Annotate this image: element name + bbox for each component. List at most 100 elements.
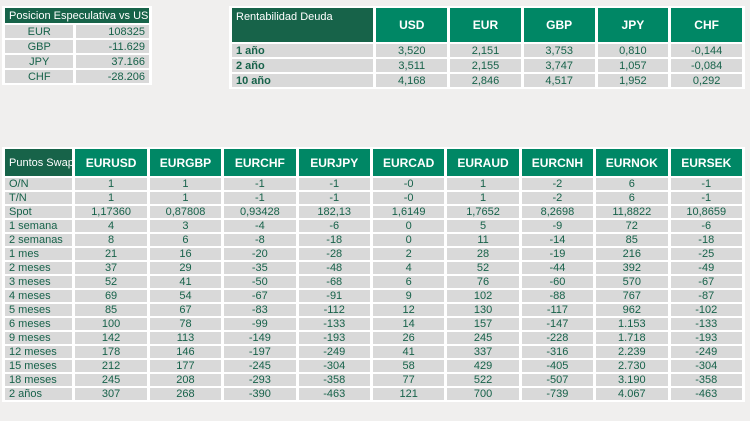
row-label: 2 semanas <box>5 234 73 246</box>
value-cell: 245 <box>75 374 147 386</box>
value-cell: 182,13 <box>298 206 370 218</box>
table-body: EUR 108325 GBP -11.629 JPY 37.166 CHF -28.206 <box>5 25 149 83</box>
table-row: 9 meses 142 113 -149 -193 26 245 -228 1.718 -193 <box>5 332 742 344</box>
value-cell: 208 <box>149 374 222 386</box>
table-row: CHF -28.206 <box>5 70 149 83</box>
table-row: 12 meses 178 146 -197 -249 41 337 -316 2.239 -249 <box>5 346 742 358</box>
row-label: O/N <box>5 178 73 190</box>
column-header-eurnok: EURNOK <box>596 149 668 176</box>
column-header-eurjpy: EURJPY <box>298 149 370 176</box>
value-cell: -44 <box>521 262 594 274</box>
table-row: Spot 1,17360 0,87808 0,93428 182,13 1,6149 1,7… <box>5 206 742 218</box>
value-cell: 0 <box>372 220 445 232</box>
value-cell: 113 <box>149 332 222 344</box>
value-cell: -245 <box>224 360 296 372</box>
value-cell: 268 <box>149 388 222 400</box>
value-cell: 28 <box>447 248 519 260</box>
row-label: 2 años <box>5 388 73 400</box>
header-row: Rentabilidad Deuda USD EUR GBP JPY CHF <box>232 8 742 42</box>
value-cell: -18 <box>298 234 370 246</box>
value-cell: 216 <box>596 248 668 260</box>
value-cell: 392 <box>596 262 668 274</box>
value-cell: -83 <box>224 304 296 316</box>
value-cell: 2,846 <box>450 74 521 87</box>
row-label: 1 año <box>232 44 374 57</box>
value-cell: 85 <box>596 234 668 246</box>
value-cell: 429 <box>447 360 519 372</box>
value-cell: -0,084 <box>671 59 742 72</box>
value-cell: -133 <box>298 318 370 330</box>
column-header-eur: EUR <box>450 8 521 42</box>
value-cell: -48 <box>298 262 370 274</box>
value-cell: 102 <box>447 290 519 302</box>
value-cell: 1 <box>447 178 519 190</box>
row-label: 5 meses <box>5 304 73 316</box>
value-cell: 157 <box>447 318 519 330</box>
table-row: 4 meses 69 54 -67 -91 9 102 -88 767 -87 <box>5 290 742 302</box>
value-cell: 37.166 <box>76 55 149 68</box>
value-cell: 121 <box>372 388 445 400</box>
value-cell: 10,8659 <box>670 206 742 218</box>
value-cell: 6 <box>149 234 222 246</box>
table-title: Rentabilidad Deuda <box>232 8 374 42</box>
value-cell: 1.718 <box>596 332 668 344</box>
value-cell: 1 <box>149 178 222 190</box>
value-cell: 0,292 <box>671 74 742 87</box>
value-cell: -87 <box>670 290 742 302</box>
value-cell: -293 <box>224 374 296 386</box>
value-cell: -463 <box>670 388 742 400</box>
value-cell: 1,6149 <box>372 206 445 218</box>
value-cell: 21 <box>75 248 147 260</box>
table-body: O/N 1 1 -1 -1 -0 1 -2 6 -1 T/N 1 1 -1 -1 -0 1 -2 6 -1 Spot 1,… <box>5 178 742 400</box>
column-header-eurcnh: EURCNH <box>521 149 594 176</box>
value-cell: -358 <box>670 374 742 386</box>
value-cell: 177 <box>149 360 222 372</box>
value-cell: -25 <box>670 248 742 260</box>
value-cell: 4,517 <box>523 74 595 87</box>
value-cell: 5 <box>447 220 519 232</box>
column-header-eursek: EURSEK <box>670 149 742 176</box>
value-cell: 4 <box>75 220 147 232</box>
value-cell: -149 <box>224 332 296 344</box>
value-cell: -304 <box>670 360 742 372</box>
value-cell: 77 <box>372 374 445 386</box>
value-cell: -358 <box>298 374 370 386</box>
value-cell: -9 <box>521 220 594 232</box>
value-cell: 0,810 <box>597 44 669 57</box>
row-label: CHF <box>5 70 74 83</box>
value-cell: 3 <box>149 220 222 232</box>
value-cell: -249 <box>670 346 742 358</box>
value-cell: 1 <box>149 192 222 204</box>
value-cell: 0 <box>372 234 445 246</box>
row-label: 3 meses <box>5 276 73 288</box>
row-label: 2 año <box>232 59 374 72</box>
value-cell: 212 <box>75 360 147 372</box>
value-cell: -4 <box>224 220 296 232</box>
value-cell: 3,511 <box>376 59 448 72</box>
value-cell: -1 <box>670 178 742 190</box>
table-row: O/N 1 1 -1 -1 -0 1 -2 6 -1 <box>5 178 742 190</box>
value-cell: 0,93428 <box>224 206 296 218</box>
value-cell: -249 <box>298 346 370 358</box>
value-cell: 41 <box>372 346 445 358</box>
value-cell: 6 <box>596 192 668 204</box>
value-cell: 1 <box>75 192 147 204</box>
value-cell: 1,7652 <box>447 206 519 218</box>
value-cell: -1 <box>298 192 370 204</box>
value-cell: 8 <box>75 234 147 246</box>
table-row: T/N 1 1 -1 -1 -0 1 -2 6 -1 <box>5 192 742 204</box>
value-cell: -102 <box>670 304 742 316</box>
value-cell: 2,155 <box>450 59 521 72</box>
value-cell: 2 <box>372 248 445 260</box>
value-cell: 1 <box>447 192 519 204</box>
value-cell: 69 <box>75 290 147 302</box>
column-header-jpy: JPY <box>597 8 669 42</box>
value-cell: 245 <box>447 332 519 344</box>
value-cell: 1,952 <box>597 74 669 87</box>
table-row: GBP -11.629 <box>5 40 149 53</box>
value-cell: 29 <box>149 262 222 274</box>
value-cell: -147 <box>521 318 594 330</box>
value-cell: -28 <box>298 248 370 260</box>
value-cell: 2,151 <box>450 44 521 57</box>
